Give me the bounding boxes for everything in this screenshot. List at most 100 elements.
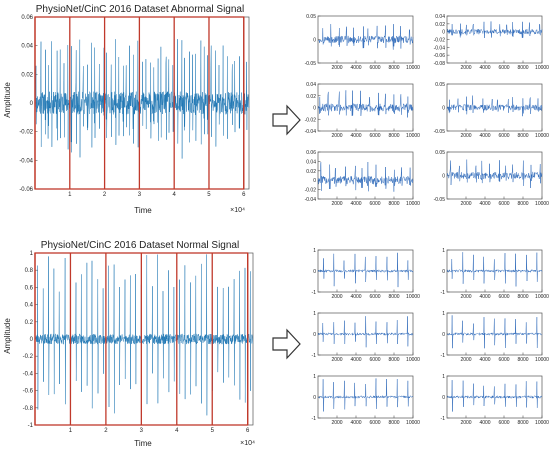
x-tick-label: 8000 [388, 133, 399, 139]
x-tick-label: 4000 [350, 294, 361, 300]
plot-frame [34, 16, 250, 190]
x-tick-label: 6000 [498, 65, 509, 71]
x-tick-label: 4000 [350, 357, 361, 363]
x-tick-label: 4 [173, 192, 177, 198]
y-tick-label: 0 [313, 178, 316, 184]
signal-line [317, 90, 414, 118]
abnormal-segment-plot: -0.05 0 0.05 2000 4000 6000 8000 10000 [305, 14, 421, 71]
y-tick-label: 0 [442, 174, 445, 180]
x-tick-label: 2 [104, 428, 108, 434]
y-tick-label: 0.05 [435, 150, 445, 156]
x-tick-label: 8000 [388, 201, 399, 207]
y-tick-label: 0.02 [306, 94, 316, 100]
signal-line [317, 24, 414, 50]
y-tick-label: 0.02 [21, 72, 33, 78]
x-tick-label: 6000 [498, 357, 509, 363]
y-tick-label: 0 [313, 269, 316, 275]
normal-segment-plot: -1 0 1 2000 4000 6000 8000 10000 [312, 248, 421, 300]
x-tick-label: 4000 [479, 201, 490, 207]
y-tick-label: -0.02 [305, 188, 317, 194]
y-tick-label: -0.02 [19, 130, 33, 136]
normal-x-multiplier: ×10⁴ [240, 440, 255, 447]
x-tick-label: 3 [140, 428, 144, 434]
x-tick-label: 3 [138, 192, 142, 198]
x-tick-label: 2000 [460, 357, 471, 363]
y-tick-label: -0.8 [23, 406, 34, 412]
normal-main-chart: PhysioNet/CinC 2016 Dataset Normal Signa… [3, 240, 255, 448]
x-tick-label: 5 [211, 428, 215, 434]
x-tick-label: 6000 [369, 294, 380, 300]
x-tick-label: 8000 [388, 357, 399, 363]
x-tick-label: 6000 [369, 65, 380, 71]
abnormal-arrow [272, 104, 301, 136]
y-tick-label: -0.6 [23, 389, 34, 395]
x-tick-label: 1 [69, 428, 73, 434]
x-tick-label: 2000 [331, 133, 342, 139]
y-tick-label: -1 [441, 290, 446, 296]
y-tick-label: 0 [313, 106, 316, 112]
abnormal-segment-plot: -0.08 -0.06 -0.04-0.02 0 0.02 0.04 2000 4000 600… [434, 14, 550, 71]
abnormal-plot-area: -0.06 -0.04 -0.02 0 0.02 0.04 0.06 1 2 3 4 5 6 [19, 15, 250, 198]
y-tick-label: -0.08 [434, 61, 446, 67]
y-tick-label: -0.06 [434, 53, 446, 59]
y-tick-label: -1 [312, 353, 317, 359]
signal-line [446, 252, 543, 287]
x-tick-label: 4000 [479, 420, 490, 426]
y-tick-label: 0 [313, 38, 316, 44]
abnormal-x-multiplier: ×10⁴ [230, 207, 245, 214]
abnormal-segments-grid: -0.05 0 0.05 2000 4000 6000 8000 10000 -0.08 -0.0… [305, 14, 550, 207]
x-tick-label: 10000 [406, 133, 420, 139]
x-tick-label: 4000 [350, 201, 361, 207]
x-tick-label: 10000 [406, 420, 420, 426]
x-tick-label: 6000 [369, 357, 380, 363]
x-tick-label: 8000 [517, 294, 528, 300]
right-arrow-icon [272, 328, 301, 360]
x-tick-label: 4000 [350, 133, 361, 139]
segment-window [34, 252, 249, 426]
x-tick-label: 6000 [498, 294, 509, 300]
x-tick-label: 8000 [517, 420, 528, 426]
x-tick-label: 8000 [517, 133, 528, 139]
x-tick-label: 2000 [331, 294, 342, 300]
y-tick-label: -0.06 [19, 187, 33, 193]
x-tick-label: 2000 [331, 420, 342, 426]
y-tick-label: -1 [312, 290, 317, 296]
x-tick-label: 10000 [535, 294, 549, 300]
y-tick-label: 0.02 [435, 22, 445, 28]
y-tick-label: 0.04 [435, 14, 445, 20]
right-arrow-icon [272, 104, 301, 136]
x-tick-label: 2 [103, 192, 107, 198]
y-tick-label: 1 [30, 251, 34, 257]
x-tick-label: 8000 [517, 65, 528, 71]
signal-line [446, 315, 543, 349]
x-tick-label: 5 [207, 192, 211, 198]
x-tick-label: 1 [68, 192, 72, 198]
normal-segment-plot: -1 0 1 2000 4000 6000 8000 10000 [441, 248, 550, 300]
normal-segments-grid: -1 0 1 2000 4000 6000 8000 10000 -1 0 1 2000 4000 600… [312, 248, 550, 426]
x-tick-label: 6000 [369, 201, 380, 207]
signal-line [317, 252, 414, 288]
abnormal-main-chart: PhysioNet/CinC 2016 Dataset Abnormal Sig… [3, 4, 250, 215]
signal-line [317, 161, 414, 192]
normal-segment-plot: -1 0 1 2000 4000 6000 8000 10000 [312, 311, 421, 363]
y-tick-label: 1 [313, 311, 316, 317]
y-tick-label: 1 [442, 248, 445, 254]
y-tick-label: -0.04 [305, 129, 317, 135]
x-tick-label: 8000 [388, 294, 399, 300]
y-tick-label: -0.05 [305, 61, 317, 67]
x-tick-label: 10000 [406, 357, 420, 363]
x-tick-label: 8000 [388, 65, 399, 71]
x-tick-label: 4000 [479, 65, 490, 71]
normal-plot-area: -1 -0.8 -0.6 -0.4 -0.2 0 0.2 0.4 0.6 0.8 1 1 2 3 4 5 6 [23, 251, 254, 434]
y-tick-label: 0 [313, 395, 316, 401]
y-tick-label: -0.04 [434, 45, 446, 51]
signal-line [446, 21, 543, 39]
x-tick-label: 6 [242, 192, 246, 198]
x-tick-label: 2000 [460, 201, 471, 207]
signal-line [34, 254, 254, 416]
y-tick-label: -1 [28, 423, 34, 429]
x-tick-label: 2000 [460, 294, 471, 300]
x-tick-label: 6 [246, 428, 250, 434]
y-tick-label: 0.8 [25, 268, 34, 274]
y-tick-label: 0 [442, 269, 445, 275]
